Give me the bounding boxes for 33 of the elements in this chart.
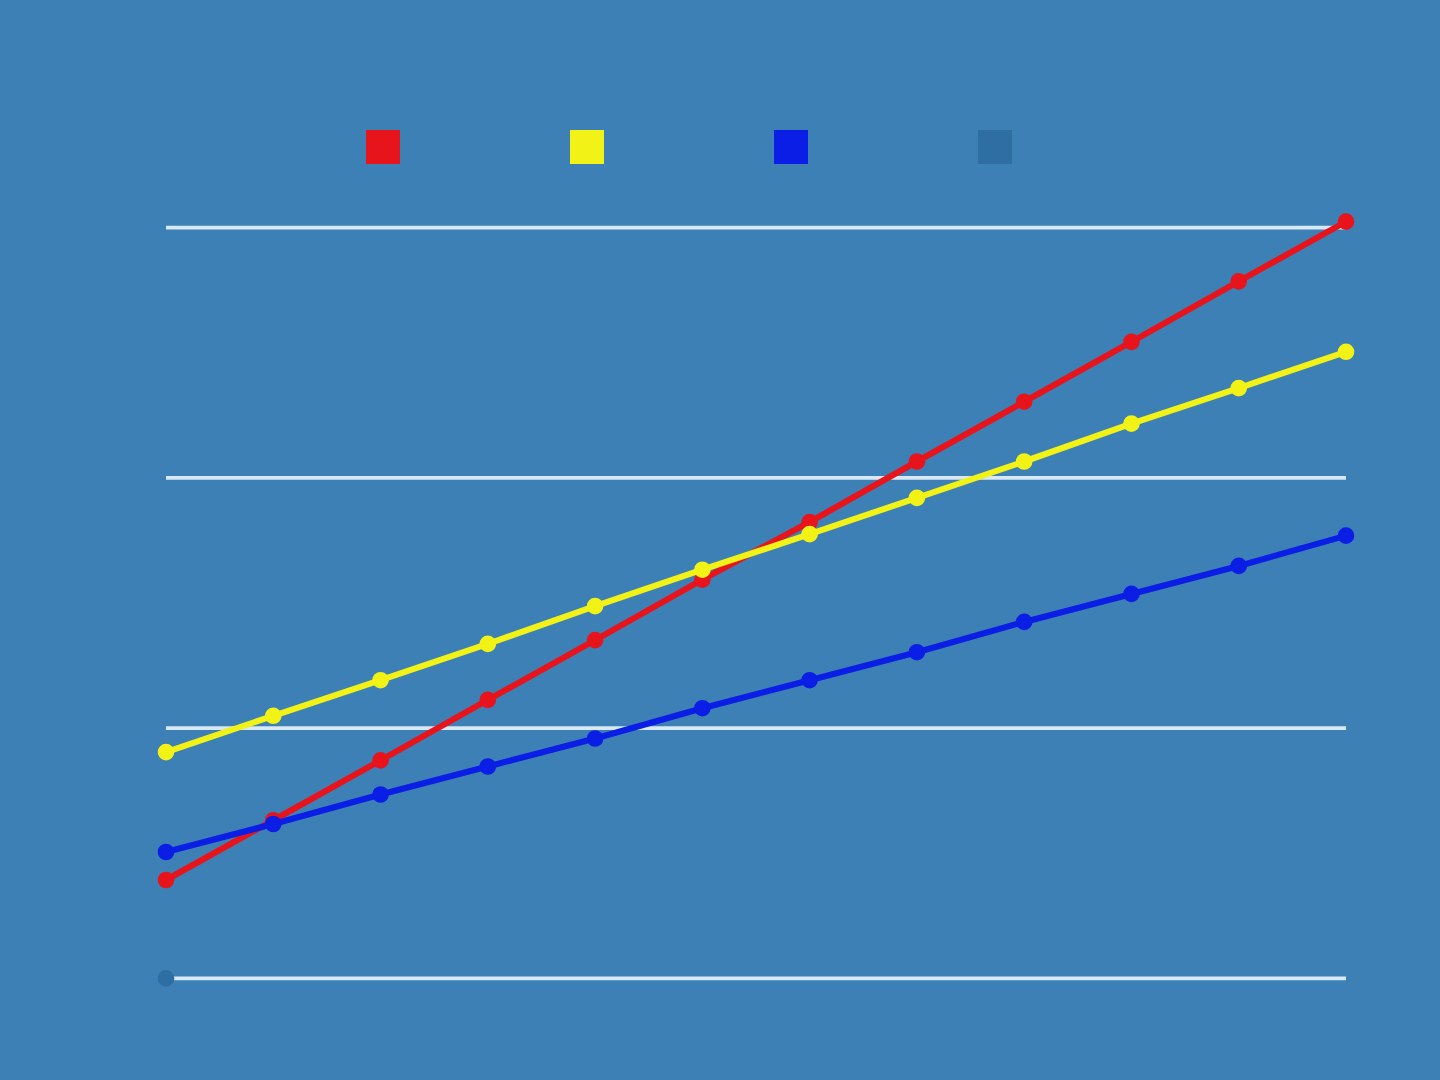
point	[1230, 273, 1248, 290]
point	[694, 699, 711, 717]
point	[1337, 213, 1355, 230]
point	[157, 843, 175, 861]
point	[1337, 527, 1355, 545]
point	[372, 671, 389, 689]
point	[372, 786, 389, 803]
point	[264, 707, 282, 725]
point	[479, 758, 497, 775]
point	[479, 635, 497, 653]
point	[157, 970, 175, 987]
point	[1230, 557, 1248, 575]
point	[157, 743, 175, 761]
point	[1230, 379, 1248, 397]
point	[801, 671, 818, 689]
point	[1123, 333, 1140, 351]
point	[1123, 415, 1140, 433]
point	[908, 453, 926, 470]
point	[694, 561, 711, 579]
point	[157, 871, 175, 889]
point	[1015, 613, 1033, 631]
point	[1123, 585, 1140, 603]
point	[586, 730, 604, 747]
point	[586, 597, 604, 615]
point	[801, 525, 818, 543]
point	[1015, 453, 1033, 470]
point	[908, 643, 926, 661]
point	[479, 691, 497, 709]
point	[372, 752, 389, 769]
point	[908, 489, 926, 507]
point	[586, 631, 604, 649]
point	[1015, 393, 1033, 411]
point	[1337, 343, 1355, 361]
